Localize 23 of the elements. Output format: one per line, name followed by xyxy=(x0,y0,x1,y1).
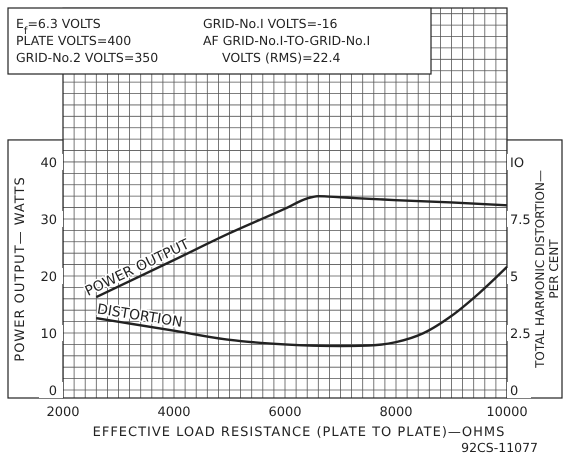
y-tick-label: 20 xyxy=(40,270,57,285)
annotation: VOLTS (RMS)=22.4 xyxy=(222,50,340,65)
x-tick-label: 8000 xyxy=(379,405,413,420)
text: 92CS-11077 xyxy=(461,440,538,455)
y2-tick-label: 7.5 xyxy=(510,212,531,228)
x-tick-label: 4000 xyxy=(157,405,191,420)
y-tick-label: 40 xyxy=(40,156,57,171)
annotation: AF GRID-No.I-TO-GRID-No.I xyxy=(203,33,370,48)
x-tick-label: 10000 xyxy=(486,405,528,420)
annotation: GRID-No.2 VOLTS=350 xyxy=(16,50,158,65)
x-tick-label: 2000 xyxy=(46,405,80,420)
y2-tick-label: 0 xyxy=(510,384,518,400)
y-tick-label: 30 xyxy=(40,212,57,228)
y2-tick-label: IO xyxy=(510,156,524,171)
annotation: GRID-No.I VOLTS=-16 xyxy=(203,16,338,31)
y-tick-label: 0 xyxy=(48,384,57,400)
y2-axis-title: TOTAL HARMONIC DISTORTION— PER CENT xyxy=(533,170,561,369)
x-tick-label: 6000 xyxy=(268,405,302,420)
y2-tick-label: 5 xyxy=(510,270,518,285)
x-axis-title: EFFECTIVE LOAD RESISTANCE (PLATE TO PLATE)—OHMS xyxy=(92,425,506,440)
y-axis-title: POWER OUTPUT— WATTS xyxy=(13,176,28,362)
y2-tick-label: 2.5 xyxy=(510,327,531,342)
y-tick-label: 10 xyxy=(40,327,57,342)
